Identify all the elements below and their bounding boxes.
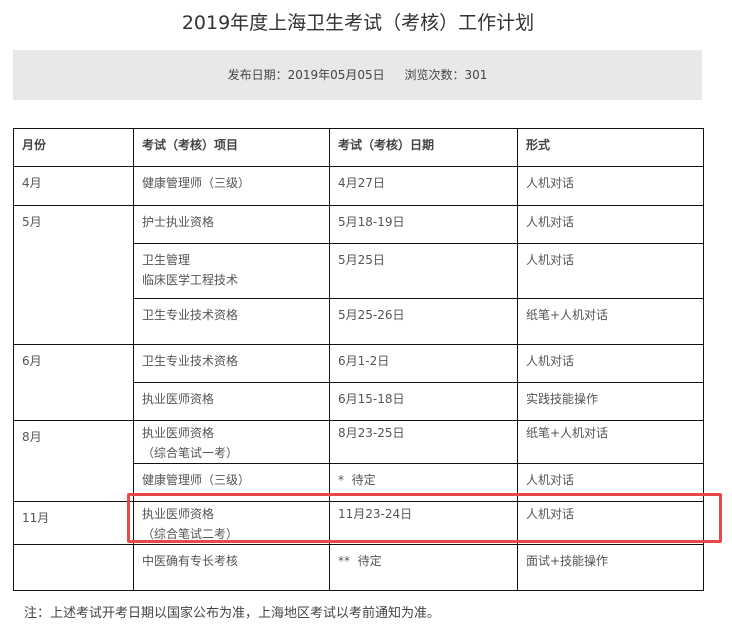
table-row: 中医确有专长考核 ** 待定 面试+技能操作 xyxy=(13,544,704,591)
item-cell: 卫生专业技术资格 xyxy=(133,344,330,383)
form-cell: 纸笔+人机对话 xyxy=(517,420,704,464)
table-row: 6月 卫生专业技术资格 6月1-2日 人机对话 xyxy=(13,344,704,421)
table-row: 执业医师资格 6月15-18日 实践技能操作 xyxy=(14,382,704,421)
article-meta: 发布日期：2019年05月05日 浏览次数：301 xyxy=(13,50,702,100)
form-cell: 人机对话 xyxy=(517,166,704,206)
date-cell: 6月15-18日 xyxy=(329,382,518,421)
month-cell: 11月 xyxy=(13,501,134,545)
table-row: 5月 护士执业资格 5月18-19日 人机对话 xyxy=(13,205,704,345)
form-cell: 实践技能操作 xyxy=(517,382,704,421)
date-cell: 4月27日 xyxy=(329,166,518,206)
item-cell: 卫生专业技术资格 xyxy=(133,298,330,345)
footnote: 注：上述考试开考日期以国家公布为准，上海地区考试以考前通知为准。 xyxy=(24,606,441,621)
date-cell: 5月18-19日 xyxy=(329,205,518,244)
item-line: （综合笔试二考） xyxy=(142,527,239,541)
month-cell: 5月 xyxy=(13,205,134,345)
header-date: 考试（考核）日期 xyxy=(329,128,518,167)
form-cell: 人机对话 xyxy=(517,205,704,244)
table-row: 卫生专业技术资格 5月25-26日 纸笔+人机对话 xyxy=(14,298,704,345)
page-title: 2019年度上海卫生考试（考核）工作计划 xyxy=(181,12,535,34)
item-line: （综合笔试一考） xyxy=(142,446,239,460)
form-cell: 人机对话 xyxy=(517,344,704,383)
item-cell: 护士执业资格 xyxy=(133,205,330,244)
item-cell: 执业医师资格 xyxy=(133,382,330,421)
table-row: 4月 健康管理师（三级） 4月27日 人机对话 xyxy=(13,166,704,206)
month-cell: 8月 xyxy=(13,420,134,502)
item-line: 卫生管理 xyxy=(142,253,191,267)
item-line: 临床医学工程技术 xyxy=(142,273,239,287)
date-cell: ** 待定 xyxy=(329,544,518,591)
exam-schedule-table: 月份 考试（考核）项目 考试（考核）日期 形式 4月 健康管理师（三级） 4月2… xyxy=(13,128,704,591)
header-form: 形式 xyxy=(517,128,704,167)
publish-date: 发布日期：2019年05月05日 xyxy=(227,68,385,82)
item-cell: 卫生管理临床医学工程技术 xyxy=(133,243,330,299)
date-cell: 8月23-25日 xyxy=(329,420,518,464)
table-row: 卫生管理临床医学工程技术 5月25日 人机对话 xyxy=(14,243,704,299)
item-line: 执业医师资格 xyxy=(142,426,215,440)
date-cell: 5月25-26日 xyxy=(329,298,518,345)
date-cell: 5月25日 xyxy=(329,243,518,299)
form-cell: 人机对话 xyxy=(517,243,704,299)
view-count: 浏览次数：301 xyxy=(404,68,488,82)
table-header-row: 月份 考试（考核）项目 考试（考核）日期 形式 xyxy=(13,128,704,167)
header-month: 月份 xyxy=(13,128,134,167)
form-cell: 纸笔+人机对话 xyxy=(517,298,704,345)
form-cell: 面试+技能操作 xyxy=(517,544,704,591)
header-item: 考试（考核）项目 xyxy=(133,128,330,167)
table-row-highlighted: 11月 执业医师资格 （综合笔试二考） 11月23-24日 人机对话 xyxy=(13,501,704,545)
table-row: 8月 执业医师资格 （综合笔试一考） 8月23-25日 纸笔+人机对话 xyxy=(13,420,704,502)
month-cell: 4月 xyxy=(13,166,134,206)
item-cell: 健康管理师（三级） xyxy=(133,166,330,206)
highlight-box xyxy=(127,493,722,543)
form-cell: 人机对话 xyxy=(517,501,704,545)
month-cell: 6月 xyxy=(13,344,134,421)
item-line: 执业医师资格 xyxy=(142,507,215,521)
date-cell: 6月1-2日 xyxy=(329,344,518,383)
month-cell xyxy=(13,544,134,591)
item-cell: 中医确有专长考核 xyxy=(133,544,330,591)
item-cell: 执业医师资格 （综合笔试一考） xyxy=(133,420,330,464)
date-cell: 11月23-24日 xyxy=(329,501,518,545)
